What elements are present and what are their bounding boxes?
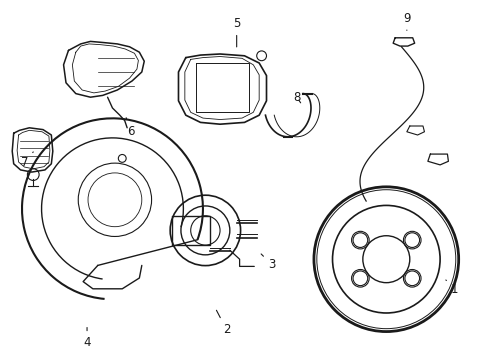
Text: 6: 6 — [126, 118, 135, 138]
Text: 1: 1 — [445, 280, 458, 296]
Text: 5: 5 — [232, 17, 240, 47]
Text: 9: 9 — [402, 12, 410, 30]
Text: 8: 8 — [293, 91, 301, 104]
Text: 4: 4 — [83, 328, 91, 349]
Text: 2: 2 — [216, 310, 230, 336]
Text: 7: 7 — [20, 152, 33, 169]
Text: 3: 3 — [261, 254, 275, 271]
